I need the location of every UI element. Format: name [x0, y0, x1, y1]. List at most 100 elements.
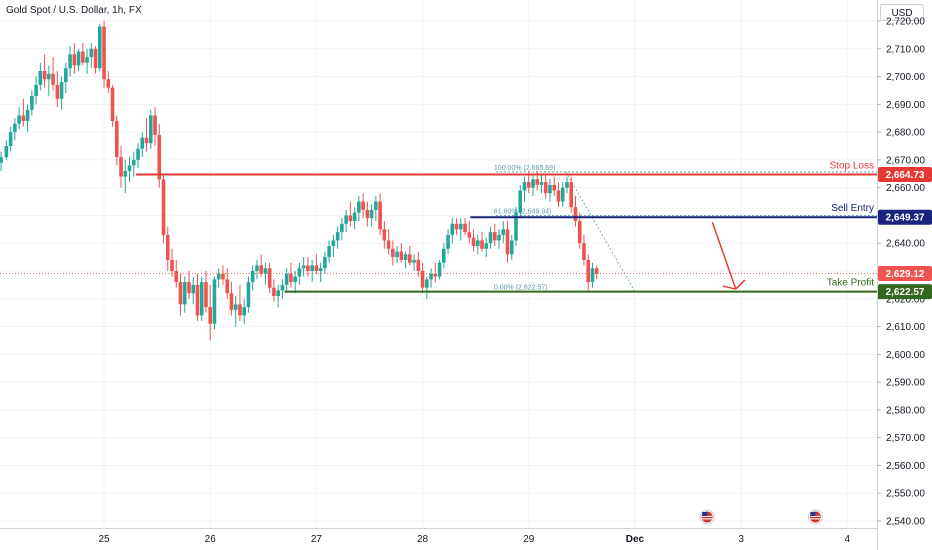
candle-body: [93, 48, 98, 69]
forecast-arrow: [711, 222, 746, 290]
candle-body: [365, 209, 370, 219]
sell-entry-label: Sell Entry: [831, 203, 874, 214]
candle-body: [560, 187, 565, 202]
price-tag-bg: [878, 167, 932, 183]
us-flag-icon[interactable]: [699, 509, 715, 525]
candle: [484, 237, 489, 258]
candle-body: [526, 182, 531, 188]
candle-body: [378, 201, 382, 230]
candle: [560, 182, 565, 208]
candle-body: [594, 268, 599, 274]
y-tick-label: 2,550.00: [886, 489, 925, 500]
candle: [531, 173, 535, 196]
candle-body: [429, 273, 433, 280]
candle: [131, 151, 136, 177]
candle: [543, 173, 548, 199]
candle: [569, 176, 574, 213]
candle-body: [0, 157, 3, 163]
candle: [293, 271, 297, 294]
y-tick-label: 2,580.00: [886, 405, 925, 416]
candle: [488, 226, 493, 249]
candle-body: [110, 87, 115, 121]
x-tick-label: 26: [205, 534, 217, 545]
candle-body: [463, 223, 467, 233]
candle: [174, 259, 179, 288]
price-tag-text: 2,622.57: [886, 287, 925, 298]
candles: [0, 21, 599, 341]
price-tag-text: 2,664.73: [886, 170, 925, 181]
candle: [191, 276, 196, 305]
candle-body: [484, 243, 489, 249]
candle: [335, 226, 340, 249]
candle: [382, 221, 387, 249]
candle-body: [403, 254, 408, 260]
candle: [467, 221, 472, 244]
candle: [433, 262, 438, 283]
candle-body: [310, 265, 314, 271]
candle-body: [280, 284, 285, 291]
candle-body: [297, 268, 302, 277]
candle-body: [8, 132, 13, 146]
candle: [365, 201, 370, 227]
candle: [509, 234, 514, 260]
candle-body: [55, 84, 60, 99]
candle: [514, 207, 518, 246]
stop-loss-price-tag: 2,664.73: [878, 167, 932, 183]
candle-body: [170, 259, 174, 271]
candle-body: [344, 215, 348, 224]
candle-body: [72, 54, 77, 66]
candle: [165, 226, 170, 271]
candle: [429, 268, 433, 288]
candle-body: [284, 273, 289, 285]
candle-body: [102, 26, 106, 80]
candle: [548, 179, 552, 202]
candle-body: [191, 284, 196, 294]
candle: [51, 57, 55, 91]
candle-body: [374, 201, 378, 210]
candle: [425, 276, 429, 299]
candle-body: [548, 184, 552, 194]
candle-body: [331, 240, 336, 246]
candle-body: [335, 232, 340, 241]
candle-body: [577, 221, 582, 244]
candle-body: [590, 268, 595, 283]
candle: [399, 243, 404, 263]
candle: [47, 65, 51, 96]
candle: [229, 282, 234, 316]
candle: [475, 234, 480, 255]
candle-body: [582, 243, 586, 260]
candle: [195, 273, 200, 321]
candle-body: [433, 273, 438, 277]
candle-body: [382, 229, 387, 241]
candle-body: [255, 265, 259, 271]
candle-body: [178, 282, 183, 305]
candle: [314, 254, 319, 274]
sell-entry-price-tag: 2,649.37: [878, 209, 932, 225]
price-tag-bg: [878, 265, 932, 281]
candle-body: [276, 290, 280, 296]
candle: [501, 221, 506, 244]
candle-body: [420, 271, 425, 288]
candle: [81, 43, 85, 66]
y-tick-label: 2,700.00: [886, 72, 925, 83]
currency-button[interactable]: USD: [880, 4, 924, 21]
current-price-tag: 2,629.12: [878, 265, 932, 281]
candle: [178, 273, 183, 316]
flag-stripe: [810, 518, 821, 520]
candle: [140, 132, 145, 158]
y-tick-label: 2,720.00: [886, 17, 925, 28]
candle-body: [250, 271, 255, 283]
candle: [480, 232, 484, 252]
candle: [556, 182, 561, 208]
candle: [412, 254, 416, 271]
candle: [21, 98, 26, 127]
take-profit-label: Take Profit: [827, 278, 874, 289]
candle-body: [98, 26, 102, 69]
candle: [565, 176, 569, 194]
grid: [0, 0, 877, 528]
y-tick-label: 2,670.00: [886, 155, 925, 166]
candle: [276, 284, 280, 308]
us-flag-icon[interactable]: [807, 509, 823, 525]
y-tick-label: 2,590.00: [886, 378, 925, 389]
